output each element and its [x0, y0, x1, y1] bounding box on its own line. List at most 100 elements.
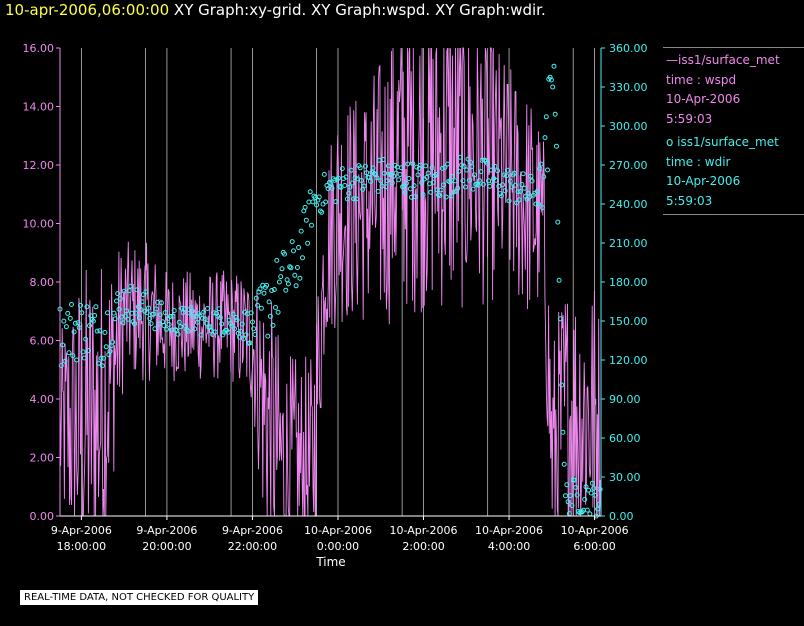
wdir-marker [423, 163, 429, 169]
wdir-marker [178, 324, 184, 330]
wdir-marker [537, 166, 543, 172]
legend: —iss1/surface_met time : wspd 10-Apr-200… [663, 46, 804, 216]
wdir-marker [515, 189, 521, 195]
wdir-marker [247, 340, 253, 346]
wdir-marker [148, 321, 154, 327]
wdir-marker [518, 189, 524, 194]
wdir-marker [465, 156, 471, 162]
wdir-marker [565, 499, 571, 505]
wdir-marker [78, 302, 83, 308]
wdir-marker [147, 316, 153, 321]
left-axis-tick-label: 16.00 [23, 42, 55, 55]
wdir-marker [176, 319, 182, 325]
wdir-marker [415, 172, 421, 178]
wdir-marker [528, 173, 534, 179]
wdir-marker [112, 316, 118, 322]
wdir-marker [411, 183, 417, 189]
wdir-marker [357, 165, 363, 171]
wdir-marker [166, 322, 172, 327]
wdir-marker [588, 490, 594, 496]
wdir-marker [121, 288, 127, 294]
wdir-marker [443, 194, 449, 200]
x-axis-label: Time [315, 555, 345, 569]
wdir-marker [167, 314, 173, 319]
wdir-marker [211, 310, 217, 316]
legend-entry-wdir[interactable]: o iss1/surface_met time : wdir 10-Apr-20… [663, 131, 804, 213]
wdir-marker [538, 161, 544, 167]
wdir-marker [125, 316, 131, 322]
wdir-marker [306, 199, 312, 205]
wdir-marker [232, 326, 237, 332]
x-axis-tick-label: 6:00:00 [573, 540, 615, 553]
wdir-marker [516, 197, 522, 203]
wdir-marker [342, 183, 348, 188]
wdir-marker [243, 332, 249, 338]
wdir-marker [468, 159, 474, 165]
left-axis-tick-label: 8.00 [30, 276, 55, 289]
wdir-marker [85, 348, 91, 354]
wdir-marker [238, 328, 244, 334]
wdir-marker [316, 194, 322, 200]
legend-marker-symbol: o [666, 135, 674, 149]
wdir-marker [369, 169, 375, 175]
wdir-marker [190, 314, 196, 320]
wdir-marker [122, 313, 128, 319]
right-axis-tick-label: 120.00 [609, 354, 648, 367]
wdir-marker [493, 177, 499, 183]
wdir-marker [498, 193, 504, 199]
wdir-marker [419, 180, 425, 186]
wdir-marker [418, 162, 423, 168]
wdir-marker [76, 325, 82, 331]
wdir-marker [144, 310, 150, 316]
wdir-marker [139, 299, 145, 305]
wdir-marker [65, 310, 71, 316]
wdir-marker [107, 348, 113, 354]
wdir-marker [103, 344, 109, 350]
left-axis-tick-label: 14.00 [23, 101, 55, 114]
wdir-marker [389, 180, 395, 186]
wdir-marker [269, 288, 275, 293]
wdir-marker [185, 328, 191, 334]
wdir-marker [274, 257, 280, 263]
wdir-marker [175, 331, 181, 337]
wdir-marker [146, 305, 151, 311]
legend-divider [663, 47, 804, 48]
wdir-series [57, 63, 603, 519]
wdir-marker [450, 174, 456, 180]
wdir-marker [552, 111, 558, 117]
wdir-marker [346, 190, 352, 196]
legend-entry-wspd[interactable]: —iss1/surface_met time : wspd 10-Apr-200… [663, 49, 804, 131]
wdir-marker [587, 511, 593, 517]
wdir-marker [197, 313, 203, 319]
wdir-marker [98, 355, 104, 361]
wdir-marker [276, 279, 282, 285]
x-axis-tick-label: 9-Apr-2006 [222, 524, 283, 537]
legend-divider [663, 214, 804, 215]
wdir-marker [536, 201, 542, 207]
wdir-marker [550, 84, 556, 90]
wdir-marker [75, 320, 81, 326]
wdir-marker [62, 358, 68, 364]
wdir-marker [225, 329, 231, 335]
wdir-marker [534, 188, 540, 194]
wdir-marker [220, 332, 226, 338]
right-axis-tick-label: 180.00 [609, 276, 648, 289]
wdir-marker [547, 74, 553, 80]
wdir-marker [120, 320, 126, 326]
wdir-marker [84, 304, 90, 310]
wdir-marker [591, 485, 597, 491]
right-axis-tick-label: 0.00 [609, 510, 634, 523]
wdir-marker [364, 170, 370, 176]
wdir-marker [138, 307, 144, 312]
wdir-marker [428, 189, 434, 195]
wdir-marker [391, 173, 397, 179]
wdir-marker [374, 175, 380, 181]
wdir-marker [589, 480, 595, 486]
wdir-marker [291, 248, 296, 254]
x-axis-tick-label: 4:00:00 [488, 540, 530, 553]
wdir-marker [152, 326, 158, 332]
wdir-marker [333, 199, 339, 205]
wdir-marker [126, 288, 132, 294]
wdir-marker [114, 298, 119, 304]
x-axis-tick-label: 18:00:00 [57, 540, 106, 553]
